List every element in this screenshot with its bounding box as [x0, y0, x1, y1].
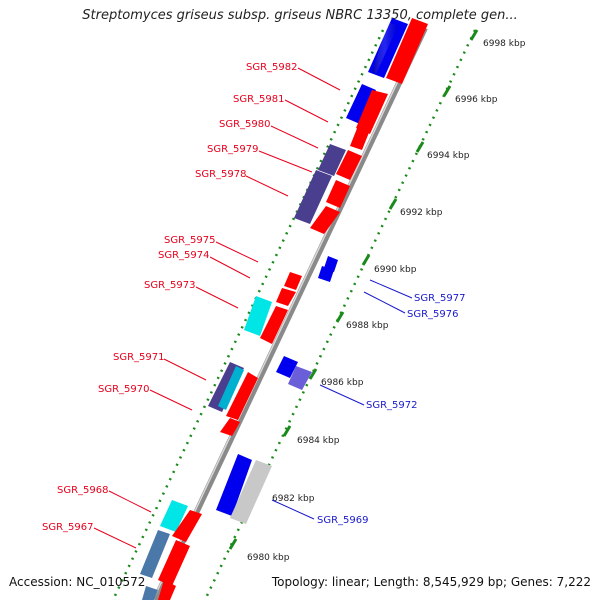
gene-block[interactable]: [172, 510, 202, 542]
kbp-label: 6996 kbp: [455, 95, 498, 105]
leader-line: [149, 389, 193, 411]
gene-block[interactable]: [260, 306, 288, 344]
gene-block[interactable]: [220, 418, 240, 436]
kbp-label: 6988 kbp: [346, 321, 389, 331]
gene-block[interactable]: [230, 460, 272, 524]
gene-block[interactable]: [386, 18, 428, 84]
gene-label[interactable]: SGR_5981: [233, 94, 285, 105]
gene-label[interactable]: SGR_5980: [219, 119, 271, 130]
gene-block[interactable]: [158, 540, 190, 586]
gene-block[interactable]: [276, 356, 298, 378]
gene-label[interactable]: SGR_5977: [414, 293, 466, 304]
gene-block[interactable]: [372, 22, 398, 74]
genome-title: Streptomyces griseus subsp. griseus NBRC…: [82, 8, 518, 23]
gene-block[interactable]: [226, 372, 258, 420]
kbp-label: 6980 kbp: [247, 553, 290, 563]
gene-block[interactable]: [318, 144, 346, 176]
kbp-label: 6986 kbp: [321, 378, 364, 388]
kbp-label: 6992 kbp: [400, 208, 443, 218]
gene-block[interactable]: [326, 180, 350, 208]
kbp-scale: 6998 kbp 6996 kbp 6994 kbp 6992 kbp 6990…: [228, 29, 526, 563]
gene-block[interactable]: [336, 150, 362, 180]
leader-line: [245, 175, 289, 197]
gene-label[interactable]: SGR_5976: [407, 309, 459, 320]
gene-block[interactable]: [218, 366, 244, 410]
kbp-label: 6982 kbp: [272, 494, 315, 504]
gene-track-middle: [208, 256, 338, 436]
leader-line: [271, 499, 315, 520]
gene-block[interactable]: [160, 500, 188, 532]
kbp-tick: [282, 425, 292, 437]
gene-label[interactable]: SGR_5973: [144, 280, 196, 291]
gene-block[interactable]: [244, 296, 272, 336]
gene-block[interactable]: [294, 170, 332, 224]
gene-block[interactable]: [318, 266, 334, 282]
gene-block[interactable]: [284, 272, 302, 290]
forward-strand-guide: [111, 29, 385, 600]
gene-block[interactable]: [158, 580, 176, 600]
gene-track-lower: [140, 454, 272, 600]
gene-track-upper: [294, 18, 428, 234]
reverse-gene-labels: SGR_5977 SGR_5976 SGR_5972 SGR_5969: [271, 279, 466, 526]
gene-label[interactable]: SGR_5971: [113, 352, 165, 363]
kbp-tick: [228, 538, 238, 550]
leader-line: [369, 279, 413, 299]
gene-label[interactable]: SGR_5974: [158, 250, 210, 261]
leader-line: [258, 150, 313, 173]
leader-line: [297, 67, 341, 91]
kbp-label: 6990 kbp: [374, 265, 417, 275]
leader-line: [215, 241, 259, 263]
kbp-tick: [469, 29, 479, 41]
gene-label[interactable]: SGR_5975: [164, 235, 216, 246]
gene-block[interactable]: [350, 126, 370, 150]
topology-label: Topology: linear; Length: 8,545,929 bp; …: [271, 575, 591, 589]
chromosome-backbone: [152, 26, 428, 600]
kbp-tick: [308, 368, 318, 380]
kbp-tick: [442, 85, 452, 97]
gene-label[interactable]: SGR_5979: [207, 144, 259, 155]
gene-block[interactable]: [356, 90, 388, 134]
leader-line: [284, 99, 329, 123]
gene-block[interactable]: [276, 288, 296, 306]
leader-line: [195, 286, 239, 309]
gene-label[interactable]: SGR_5969: [317, 515, 369, 526]
leader-line: [209, 256, 251, 279]
kbp-tick: [388, 198, 398, 210]
leader-line: [363, 291, 406, 314]
leader-line: [319, 384, 365, 406]
kbp-label: 6994 kbp: [427, 151, 470, 161]
gene-block[interactable]: [142, 586, 158, 600]
gene-label[interactable]: SGR_5972: [366, 400, 418, 411]
accession-label: Accession: NC_010572: [9, 575, 146, 589]
chromosome-backbone-highlight: [152, 27, 424, 600]
gene-block[interactable]: [288, 366, 312, 390]
leader-line: [93, 527, 137, 549]
gene-block[interactable]: [216, 454, 252, 516]
gene-label[interactable]: SGR_5970: [98, 384, 150, 395]
kbp-tick: [415, 141, 425, 153]
gene-label[interactable]: SGR_5982: [246, 62, 298, 73]
leader-line: [163, 358, 207, 381]
gene-label[interactable]: SGR_5967: [42, 522, 94, 533]
kbp-label: 6984 kbp: [297, 436, 340, 446]
gene-block[interactable]: [140, 530, 170, 578]
kbp-label: 6998 kbp: [483, 39, 526, 49]
gene-block[interactable]: [346, 84, 376, 124]
kbp-tick: [361, 254, 371, 266]
gene-label[interactable]: SGR_5968: [57, 485, 109, 496]
leader-line: [270, 125, 319, 149]
reverse-strand-guide: [203, 29, 477, 600]
gene-label[interactable]: SGR_5978: [195, 169, 247, 180]
forward-gene-labels: SGR_5982 SGR_5981 SGR_5980 SGR_5979 SGR_…: [42, 62, 341, 549]
kbp-tick: [335, 311, 345, 323]
gene-block[interactable]: [310, 206, 340, 234]
leader-line: [108, 490, 152, 513]
